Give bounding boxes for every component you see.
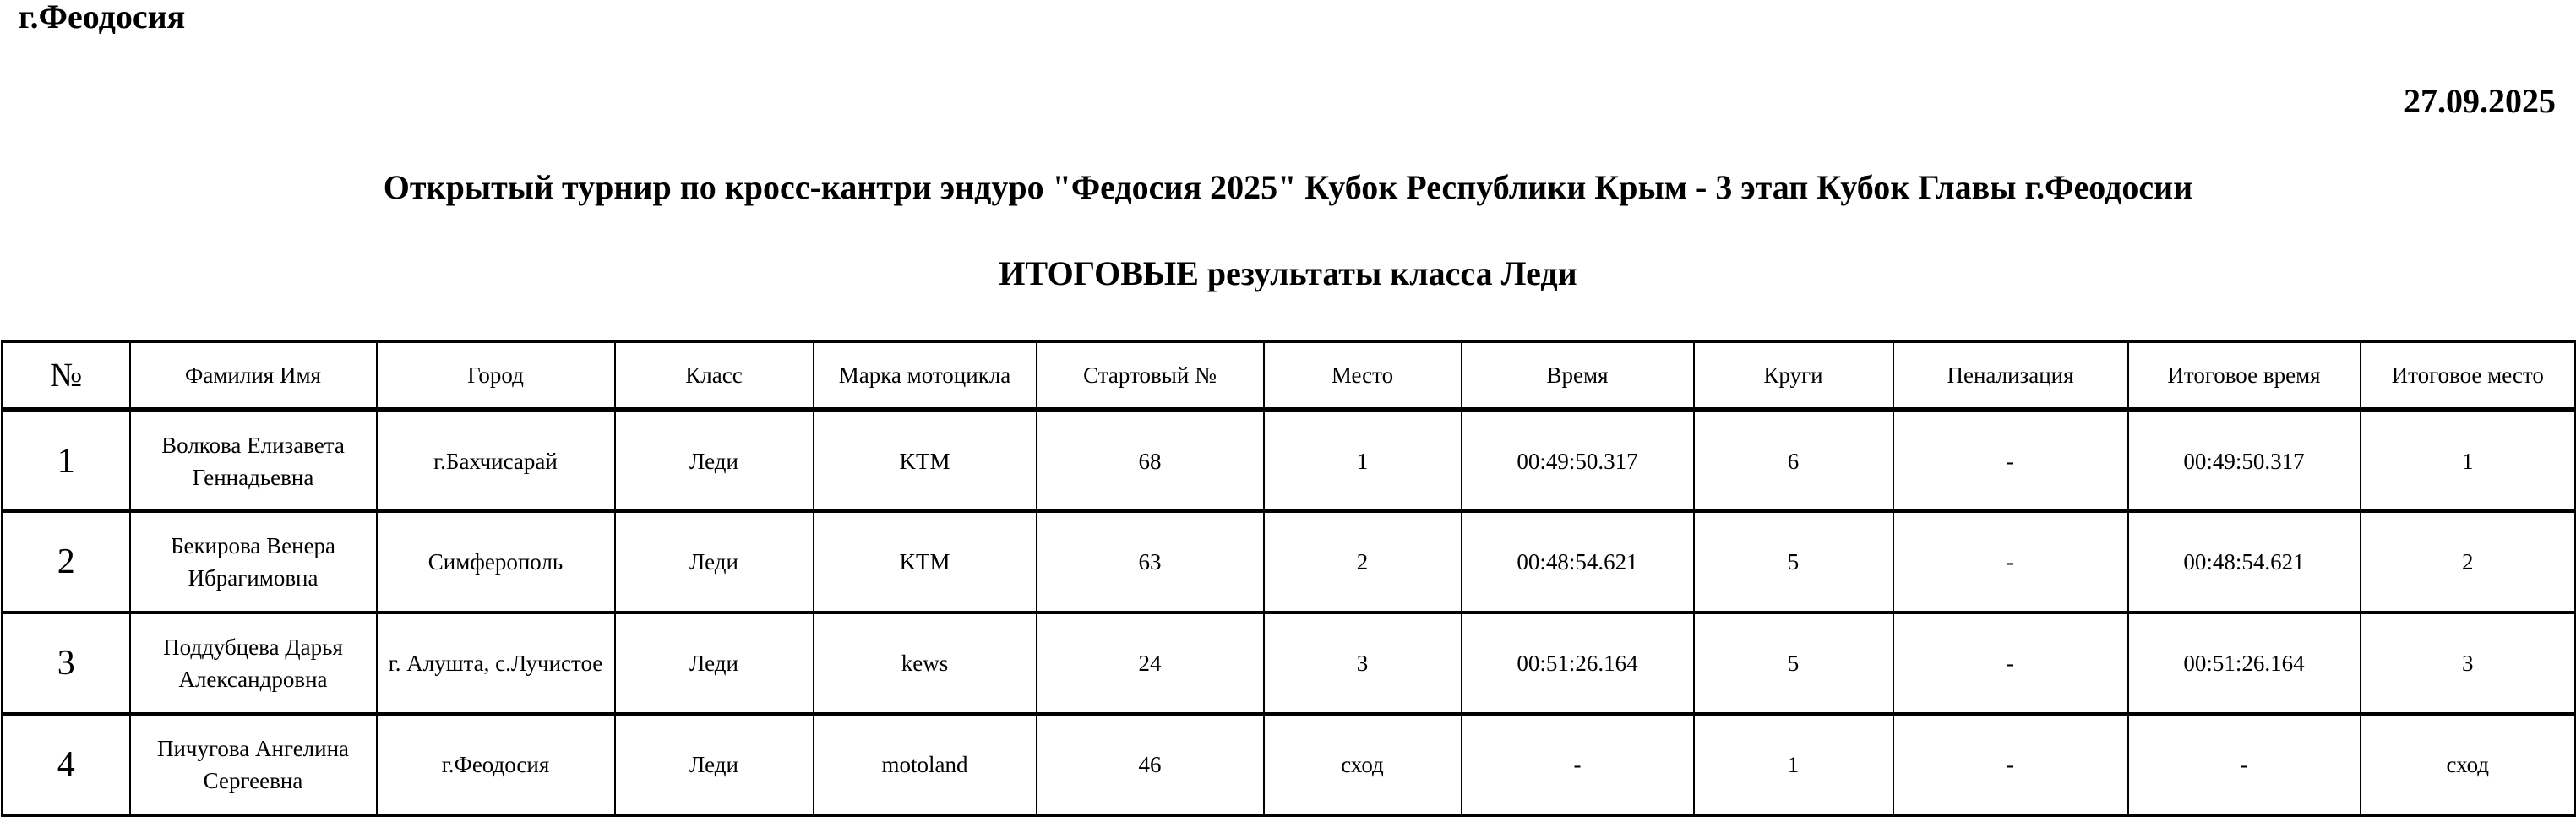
cell-laps: 1 [1692, 713, 1894, 816]
cell-number: 4 [1, 713, 131, 816]
column-header-final-place: Итоговое место [2359, 340, 2576, 411]
cell-time: 00:48:54.621 [1460, 510, 1695, 613]
cell-motorcycle-brand: KTM [812, 510, 1037, 613]
column-header-class: Класс [613, 340, 814, 411]
cell-city: Симферополь [375, 510, 616, 613]
table-row: 1 Волкова Елизавета Геннадьевна г.Бахчисар… [1, 409, 2576, 512]
cell-penalty: - [1892, 612, 2129, 715]
cell-time: - [1460, 713, 1695, 816]
cell-full-name: Волкова Елизавета Геннадьевна [128, 409, 378, 512]
cell-final-time: 00:48:54.621 [2127, 510, 2361, 613]
column-header-start-number: Стартовый № [1035, 340, 1265, 411]
cell-number: 1 [1, 409, 131, 512]
column-header-laps: Круги [1692, 340, 1894, 411]
column-header-penalty: Пенализация [1892, 340, 2129, 411]
cell-start-number: 63 [1035, 510, 1265, 613]
cell-time: 00:49:50.317 [1460, 409, 1695, 512]
cell-final-time: - [2127, 713, 2361, 816]
cell-place: 2 [1262, 510, 1462, 613]
cell-number: 2 [1, 510, 131, 613]
cell-motorcycle-brand: KTM [812, 409, 1037, 512]
cell-class: Леди [613, 713, 814, 816]
cell-full-name: Поддубцева Дарья Александровна [128, 612, 378, 715]
cell-start-number: 24 [1035, 612, 1265, 715]
cell-start-number: 46 [1035, 713, 1265, 816]
cell-final-place: 2 [2359, 510, 2576, 613]
document-title: Открытый турнир по кросс-кантри эндуро "… [383, 168, 2193, 206]
table-header-row: № Фамилия Имя Город Класс Марка мотоцикла Ста… [1, 340, 2576, 411]
cell-penalty: - [1892, 713, 2129, 816]
table-row: 3 Поддубцева Дарья Александровна г. Алушта… [1, 612, 2576, 715]
cell-class: Леди [613, 510, 814, 613]
document-subtitle: ИТОГОВЫЕ результаты класса Леди [999, 254, 1577, 292]
cell-place: 3 [1262, 612, 1462, 715]
results-table: № Фамилия Имя Город Класс Марка мотоцикла Ста… [1, 340, 2576, 817]
cell-city: г.Бахчисарай [375, 409, 616, 512]
cell-final-place: 3 [2359, 612, 2576, 715]
cell-laps: 5 [1692, 510, 1894, 613]
cell-full-name: Пичугова Ангелина Сергеевна [128, 713, 378, 816]
cell-final-place: 1 [2359, 409, 2576, 512]
cell-full-name: Бекирова Венера Ибрагимовна [128, 510, 378, 613]
cell-final-time: 00:51:26.164 [2127, 612, 2361, 715]
cell-penalty: - [1892, 409, 2129, 512]
cell-city: г.Феодосия [375, 713, 616, 816]
event-date: 27.09.2025 [2404, 82, 2556, 120]
cell-final-place: сход [2359, 713, 2576, 816]
column-header-city: Город [375, 340, 616, 411]
cell-place: сход [1262, 713, 1462, 816]
cell-laps: 5 [1692, 612, 1894, 715]
column-header-number: № [1, 340, 131, 411]
cell-place: 1 [1262, 409, 1462, 512]
cell-penalty: - [1892, 510, 2129, 613]
column-header-place: Место [1262, 340, 1462, 411]
column-header-time: Время [1460, 340, 1695, 411]
column-header-full-name: Фамилия Имя [128, 340, 378, 411]
cell-number: 3 [1, 612, 131, 715]
cell-laps: 6 [1692, 409, 1894, 512]
cell-city: г. Алушта, с.Лучистое [375, 612, 616, 715]
cell-motorcycle-brand: kews [812, 612, 1037, 715]
table-row: 4 Пичугова Ангелина Сергеевна г.Феодосия Ле… [1, 713, 2576, 816]
cell-class: Леди [613, 409, 814, 512]
table-row: 2 Бекирова Венера Ибрагимовна Симферополь Л… [1, 510, 2576, 613]
cell-start-number: 68 [1035, 409, 1265, 512]
cell-final-time: 00:49:50.317 [2127, 409, 2361, 512]
column-header-motorcycle-brand: Марка мотоцикла [812, 340, 1037, 411]
cell-motorcycle-brand: motoland [812, 713, 1037, 816]
city-heading: г.Феодосия [19, 0, 186, 35]
column-header-final-time: Итоговое время [2127, 340, 2361, 411]
cell-class: Леди [613, 612, 814, 715]
cell-time: 00:51:26.164 [1460, 612, 1695, 715]
